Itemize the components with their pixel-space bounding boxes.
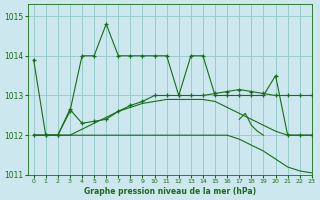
X-axis label: Graphe pression niveau de la mer (hPa): Graphe pression niveau de la mer (hPa): [84, 187, 256, 196]
